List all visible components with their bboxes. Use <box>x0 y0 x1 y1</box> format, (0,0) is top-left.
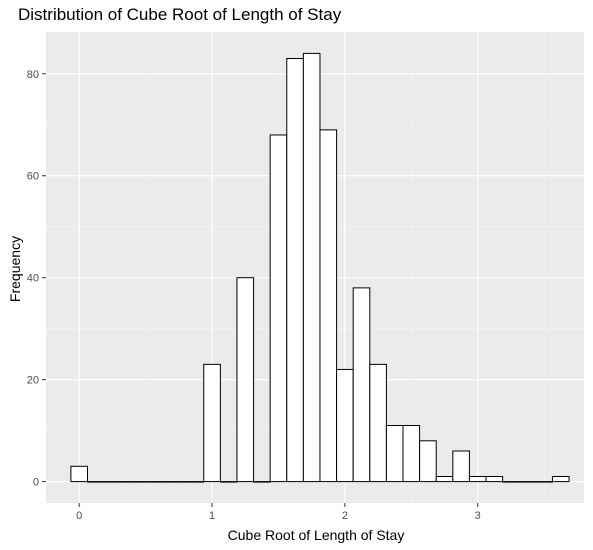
histogram-bar-22 <box>435 475 454 483</box>
histogram-bar-1 <box>87 481 105 483</box>
histogram-bar-17 <box>352 287 371 483</box>
y-tick-label: 40 <box>27 273 39 285</box>
histogram-bar-16 <box>336 368 354 483</box>
histogram-bar-24 <box>468 475 487 483</box>
histogram-bar-13 <box>286 58 304 483</box>
histogram-bar-18 <box>369 363 387 483</box>
x-axis-ticks: 0 1 2 3 <box>76 503 481 522</box>
y-axis-title: Frequency <box>7 236 23 302</box>
x-tick-label: 0 <box>76 510 82 522</box>
histogram-bar-5 <box>153 481 172 483</box>
histogram-bar-15 <box>319 129 338 483</box>
histogram-bar-28 <box>535 481 553 483</box>
histogram-bar-10 <box>236 277 255 483</box>
histogram-bar-9 <box>219 481 238 483</box>
histogram-bar-11 <box>253 481 271 483</box>
histogram-bar-4 <box>136 481 155 483</box>
histogram-bar-27 <box>518 481 537 483</box>
histogram-bar-14 <box>302 52 321 483</box>
histogram-bar-7 <box>186 481 205 483</box>
histogram-bar-21 <box>419 440 437 483</box>
histogram-bar-6 <box>170 481 188 483</box>
y-tick-label: 80 <box>27 69 39 81</box>
histogram-bar-0 <box>70 465 89 483</box>
x-tick-label: 2 <box>342 510 348 522</box>
chart-title: Distribution of Cube Root of Length of S… <box>18 5 342 24</box>
histogram-bar-25 <box>485 475 504 483</box>
x-axis-title: Cube Root of Length of Stay <box>228 527 405 543</box>
x-tick-label: 3 <box>475 510 481 522</box>
histogram-bar-2 <box>103 481 122 483</box>
histogram-bar-8 <box>203 363 221 483</box>
y-tick-label: 0 <box>33 477 39 489</box>
histogram-bar-3 <box>120 481 138 483</box>
histogram-bar-26 <box>502 481 520 483</box>
histogram-bar-20 <box>402 425 421 483</box>
histogram-bars <box>70 52 570 483</box>
y-tick-label: 60 <box>27 171 39 183</box>
histogram-bar-19 <box>385 425 404 483</box>
histogram-bar-29 <box>551 475 570 483</box>
histogram-bar-23 <box>452 450 470 483</box>
histogram-bar-12 <box>269 134 288 483</box>
x-tick-label: 1 <box>209 510 215 522</box>
y-tick-label: 20 <box>27 375 39 387</box>
y-axis-ticks: 0 20 40 60 80 <box>27 69 46 489</box>
